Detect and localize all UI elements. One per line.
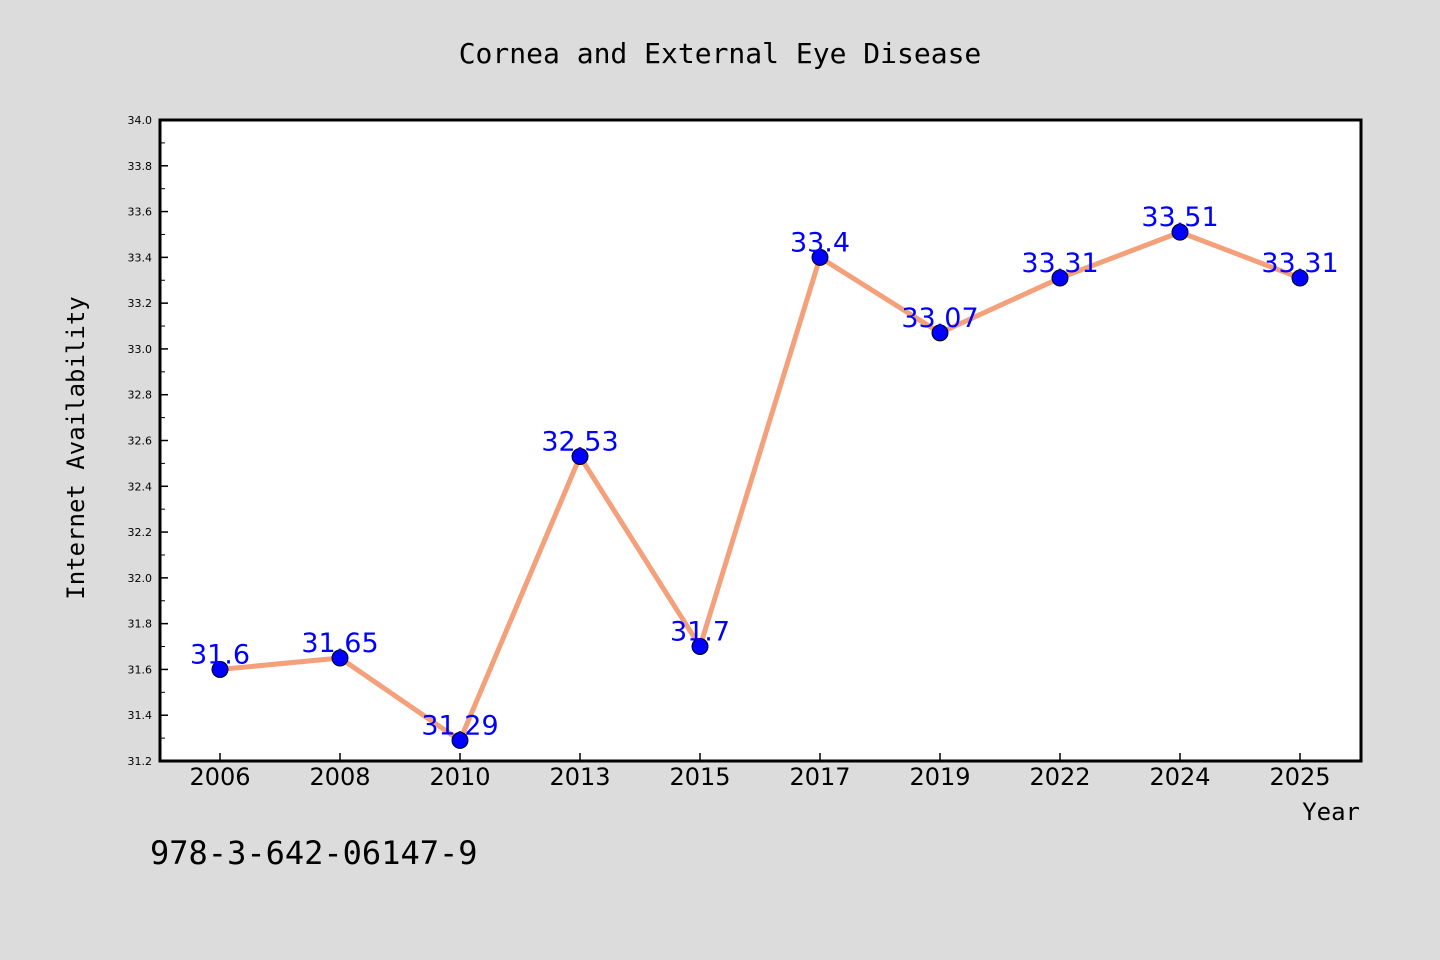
y-tick-label: 33.8: [128, 160, 153, 173]
x-tick-label: 2022: [1029, 763, 1090, 791]
y-tick-label: 32.2: [128, 526, 153, 539]
y-tick-label: 32.0: [128, 572, 153, 585]
x-tick-label: 2024: [1149, 763, 1210, 791]
data-point: [571, 448, 589, 466]
data-label: 31.29: [421, 710, 498, 741]
x-tick-label: 2025: [1269, 763, 1330, 791]
data-point: [451, 731, 469, 749]
x-tick-label: 2010: [429, 763, 490, 791]
plot-area: [158, 118, 1363, 763]
y-tick-label: 31.4: [128, 709, 153, 722]
x-tick-label: 2017: [789, 763, 850, 791]
x-axis-label: Year: [1302, 798, 1360, 826]
y-tick-label: 31.6: [128, 663, 153, 676]
data-label: 31.7: [670, 617, 730, 648]
y-tick-label: 32.6: [128, 435, 153, 448]
x-tick-label: 2006: [189, 763, 250, 791]
data-point: [691, 638, 709, 656]
data-point: [1291, 269, 1309, 287]
series-group: [211, 223, 1309, 749]
y-tick-label: 32.8: [128, 389, 153, 402]
x-tick-label: 2013: [549, 763, 610, 791]
chart-title: Cornea and External Eye Disease: [459, 37, 982, 70]
data-labels: 31.6 31.65 31.29 32.53 31.7 33.4 33.07 33.31 33.…: [190, 202, 1339, 741]
y-tick-label: 33.4: [128, 251, 153, 264]
data-point: [1051, 269, 1069, 287]
y-tick-label: 33.0: [128, 343, 153, 356]
y-tick-label: 31.8: [128, 618, 153, 631]
series-line: [219, 229, 1301, 743]
y-tick-label: 31.2: [128, 755, 153, 768]
data-point: [1171, 223, 1189, 241]
data-label: 33.31: [1261, 248, 1338, 279]
isbn-footnote: 978-3-642-06147-9: [150, 834, 478, 872]
data-label: 31.65: [301, 628, 378, 659]
y-axis-label: Internet Availability: [62, 296, 90, 599]
data-point: [811, 248, 829, 266]
data-label: 33.31: [1021, 248, 1098, 279]
x-axis: 2006 2008 2010 2013 2015 2017 2019 2022 2024 2025: [189, 753, 1331, 791]
y-tick-label: 33.6: [128, 206, 153, 219]
data-label: 33.4: [790, 227, 850, 258]
x-tick-label: 2019: [909, 763, 970, 791]
data-point: [331, 649, 349, 667]
data-label: 33.51: [1141, 202, 1218, 233]
data-point: [931, 324, 949, 342]
x-tick-label: 2015: [669, 763, 730, 791]
data-label: 33.07: [901, 303, 978, 334]
data-label: 32.53: [541, 427, 618, 458]
y-axis: 31.2 31.4 31.6 31.8 32.0 32.2 32.4 32.6 32.8 33.0…: [128, 114, 168, 768]
y-tick-label: 32.4: [128, 480, 153, 493]
y-tick-label: 34.0: [128, 114, 153, 127]
x-tick-label: 2008: [309, 763, 370, 791]
data-label: 31.6: [190, 639, 250, 670]
y-tick-label: 33.2: [128, 297, 153, 310]
data-point: [211, 660, 229, 678]
